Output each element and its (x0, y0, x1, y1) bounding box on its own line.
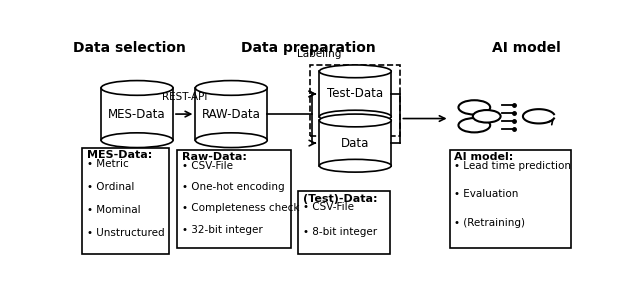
Ellipse shape (195, 133, 268, 148)
Bar (101, 88, 173, 140)
Bar (319, 71, 391, 117)
Text: • Mominal: • Mominal (88, 205, 141, 215)
Bar (449, 150, 571, 248)
Text: Data selection: Data selection (73, 41, 186, 55)
Text: AI model: AI model (492, 41, 561, 55)
Text: • Unstructured: • Unstructured (88, 228, 165, 238)
Text: • 32-bit integer: • 32-bit integer (182, 225, 262, 235)
Text: MES-Data: MES-Data (108, 108, 166, 121)
Text: Raw-Data:: Raw-Data: (182, 153, 246, 162)
Ellipse shape (101, 133, 173, 148)
Ellipse shape (101, 81, 173, 95)
Circle shape (473, 110, 500, 123)
Text: Labeling: Labeling (297, 49, 341, 59)
Bar (298, 191, 390, 254)
Bar (83, 148, 169, 254)
Text: RAW-Data: RAW-Data (202, 108, 260, 121)
Ellipse shape (319, 65, 391, 78)
Text: Data: Data (341, 137, 369, 150)
Circle shape (458, 100, 490, 115)
Text: • Metric: • Metric (88, 159, 129, 169)
Bar (177, 150, 291, 248)
Text: • 8-bit integer: • 8-bit integer (303, 227, 378, 237)
Text: (Test)-Data:: (Test)-Data: (303, 194, 378, 204)
Ellipse shape (195, 81, 268, 95)
Bar (319, 120, 391, 166)
Text: • Evaluation: • Evaluation (454, 189, 519, 199)
Text: Data preparation: Data preparation (241, 41, 376, 55)
Text: Test-Data: Test-Data (327, 88, 383, 100)
Ellipse shape (319, 160, 391, 172)
Text: MES-Data:: MES-Data: (88, 150, 153, 160)
Circle shape (458, 118, 490, 132)
Text: • Ordinal: • Ordinal (88, 182, 135, 192)
Bar (310, 65, 401, 136)
Text: • CSV-File: • CSV-File (303, 202, 354, 212)
Text: • Completeness check: • Completeness check (182, 203, 299, 213)
Text: • CSV-File: • CSV-File (182, 161, 233, 171)
Text: REST-API: REST-API (163, 93, 208, 102)
Text: • (Retraining): • (Retraining) (454, 218, 525, 228)
Ellipse shape (319, 114, 391, 127)
Text: • One-hot encoding: • One-hot encoding (182, 182, 284, 192)
Text: • Lead time prediction: • Lead time prediction (454, 161, 572, 171)
Text: AI model:: AI model: (454, 153, 514, 162)
Ellipse shape (319, 110, 391, 123)
Bar (195, 88, 268, 140)
